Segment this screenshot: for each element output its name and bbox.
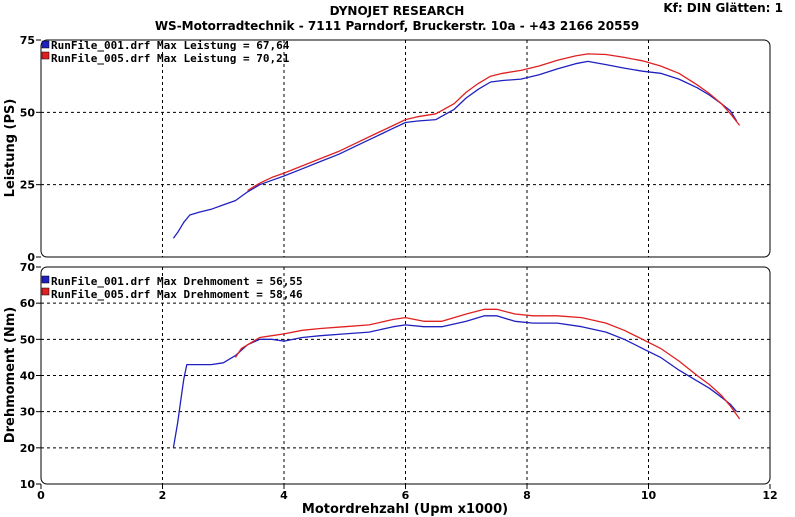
legend-swatch-run1-torque bbox=[41, 275, 50, 284]
x-tick-label: 8 bbox=[523, 489, 531, 502]
power-y-tick-labels: 0 25 50 75 bbox=[20, 34, 41, 264]
power-legend: RunFile_001.drf Max Leistung = 67,64 Run… bbox=[41, 39, 290, 65]
legend-swatch-run1-power bbox=[41, 40, 50, 49]
x-tick-label: 6 bbox=[402, 489, 410, 502]
torque-series bbox=[172, 308, 741, 448]
torque-y-axis-label: Drehmoment (Nm) bbox=[3, 307, 18, 443]
power-series-run1-line bbox=[172, 60, 738, 239]
correction-smoothing-label: Kf: DIN Glätten: 1 bbox=[663, 1, 783, 15]
torque-grid bbox=[41, 267, 770, 484]
torque-series-run2-line bbox=[234, 308, 741, 420]
power-y-tick-label: 0 bbox=[27, 251, 35, 264]
torque-y-tick-label: 40 bbox=[20, 370, 36, 383]
power-y-tick-label: 75 bbox=[20, 34, 35, 47]
torque-y-tick-labels: 10 20 30 40 50 60 70 bbox=[20, 261, 41, 491]
legend-swatch-run2-power bbox=[41, 51, 50, 60]
torque-y-tick-label: 20 bbox=[20, 442, 36, 455]
torque-y-tick-label: 50 bbox=[20, 333, 36, 346]
power-y-axis-label: Leistung (PS) bbox=[3, 99, 18, 198]
x-tick-label: 0 bbox=[37, 489, 45, 502]
power-y-tick-label: 50 bbox=[20, 106, 36, 119]
torque-series-run1-line bbox=[172, 315, 738, 448]
torque-y-tick-label: 10 bbox=[20, 478, 36, 491]
chart-subtitle: WS-Motorradtechnik - 7111 Parndorf, Bruc… bbox=[155, 19, 639, 33]
x-tick-label: 10 bbox=[641, 489, 657, 502]
legend-run1-power: RunFile_001.drf Max Leistung = 67,64 bbox=[51, 39, 290, 52]
legend-swatch-run2-torque bbox=[41, 287, 50, 296]
x-tick-label: 2 bbox=[159, 489, 167, 502]
legend-run1-torque: RunFile_001.drf Max Drehmoment = 56,55 bbox=[51, 275, 303, 288]
x-tick-labels: 0 2 4 6 8 10 12 bbox=[37, 484, 778, 502]
torque-legend: RunFile_001.drf Max Drehmoment = 56,55 R… bbox=[41, 275, 303, 301]
legend-run2-power: RunFile_005.drf Max Leistung = 70,21 bbox=[51, 52, 290, 65]
torque-y-tick-label: 30 bbox=[20, 406, 36, 419]
chart-title: DYNOJET RESEARCH bbox=[330, 4, 465, 18]
power-series-run2-line bbox=[247, 53, 741, 192]
power-series bbox=[172, 53, 741, 239]
x-tick-label: 12 bbox=[762, 489, 777, 502]
x-axis-label: Motordrehzahl (Upm x1000) bbox=[302, 502, 508, 517]
torque-y-tick-label: 70 bbox=[20, 261, 36, 274]
power-y-tick-label: 25 bbox=[20, 179, 35, 192]
torque-y-tick-label: 60 bbox=[20, 297, 36, 310]
legend-run2-torque: RunFile_005.drf Max Drehmoment = 58,46 bbox=[51, 288, 303, 301]
x-tick-label: 4 bbox=[280, 489, 288, 502]
power-grid bbox=[41, 40, 770, 257]
